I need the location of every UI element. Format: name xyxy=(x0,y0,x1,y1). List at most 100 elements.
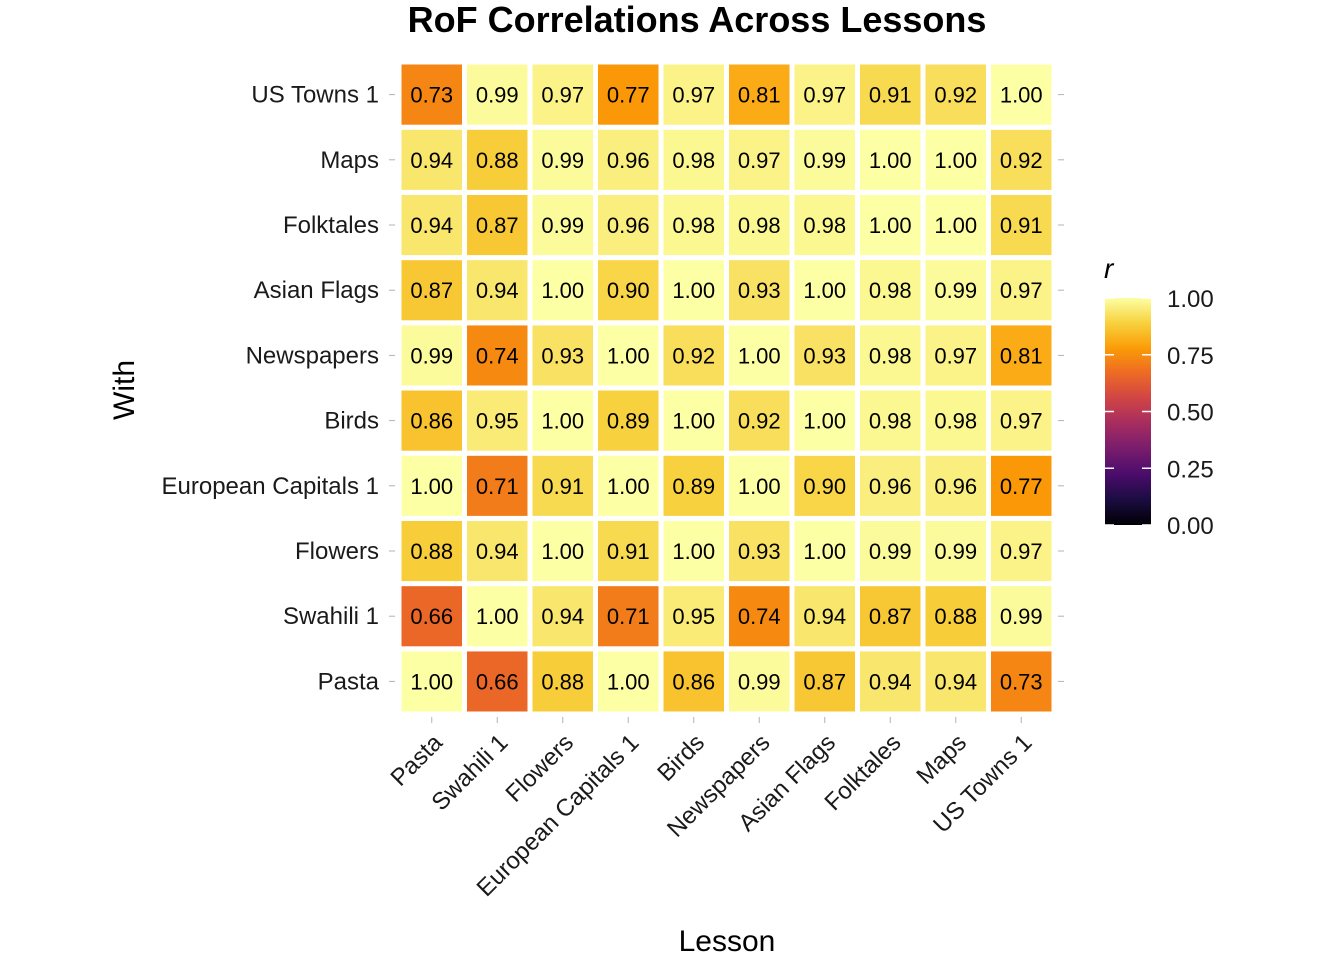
x-tick-label: Maps xyxy=(911,729,972,790)
cell-value-label: 0.95 xyxy=(476,409,519,434)
cell-value-label: 0.98 xyxy=(934,409,977,434)
cell-value-label: 0.91 xyxy=(607,539,650,564)
y-axis-title: With xyxy=(108,360,141,420)
heatmap-cell xyxy=(789,189,860,261)
cell-value-label: 0.97 xyxy=(934,343,977,368)
cell-value-label: 0.96 xyxy=(607,148,650,173)
cell-value-label: 1.00 xyxy=(803,409,846,434)
y-tick-label: Pasta xyxy=(318,668,380,695)
cell-value-label: 0.97 xyxy=(1000,409,1043,434)
cell-value-label: 0.89 xyxy=(672,474,715,499)
y-tick-label: US Towns 1 xyxy=(251,82,379,109)
heatmap-cell xyxy=(920,646,991,717)
cell-value-label: 0.92 xyxy=(672,343,715,368)
cell-value-label: 1.00 xyxy=(803,539,846,564)
cell-value-label: 1.00 xyxy=(410,669,453,694)
cell-value-label: 0.95 xyxy=(672,604,715,629)
heatmap-cell xyxy=(593,59,664,130)
y-axis-ticks: Pasta Swahili 1 Flowers European Capitals 1… xyxy=(162,82,1064,695)
cell-value-label: 0.94 xyxy=(803,604,846,629)
cell-value-label: 0.99 xyxy=(803,148,846,173)
heatmap-cell xyxy=(396,385,467,456)
y-tick-label: European Capitals 1 xyxy=(162,473,379,500)
y-tick-label: Flowers xyxy=(295,538,379,565)
cell-value-label: 0.93 xyxy=(738,278,781,303)
cell-value-label: 0.94 xyxy=(934,669,977,694)
heatmap-cells: 1.00 0.66 0.88 1.00 0.86 0.99 0.87 0.94 0.94 0.73… xyxy=(396,59,1057,717)
cell-value-label: 1.00 xyxy=(672,278,715,303)
heatmap-cell xyxy=(593,320,664,391)
cell-value-label: 0.87 xyxy=(869,604,912,629)
heatmap-cell xyxy=(396,124,467,195)
cell-value-label: 0.97 xyxy=(803,83,846,108)
cell-value-label: 0.71 xyxy=(607,604,650,629)
cell-value-label: 0.98 xyxy=(672,148,715,173)
cell-value-label: 0.93 xyxy=(803,343,846,368)
legend-tick-label: 1.00 xyxy=(1167,286,1214,313)
y-tick-label: Folktales xyxy=(283,212,379,239)
cell-value-label: 0.96 xyxy=(934,474,977,499)
cell-value-label: 1.00 xyxy=(672,539,715,564)
x-axis-title: Lesson xyxy=(679,925,776,958)
cell-value-label: 0.86 xyxy=(672,669,715,694)
cell-value-label: 0.96 xyxy=(869,474,912,499)
heatmap-cell xyxy=(986,320,1057,391)
cell-value-label: 1.00 xyxy=(738,474,781,499)
cell-value-label: 0.98 xyxy=(803,213,846,238)
cell-value-label: 0.94 xyxy=(476,278,519,303)
heatmap-cell xyxy=(724,255,795,326)
cell-value-label: 0.99 xyxy=(541,148,584,173)
y-tick-label: Birds xyxy=(324,408,379,435)
heatmap-cell xyxy=(855,59,926,130)
y-tick-label: Newspapers xyxy=(246,342,379,369)
cell-value-label: 1.00 xyxy=(738,343,781,368)
cell-value-label: 0.77 xyxy=(1000,474,1043,499)
cell-value-label: 0.92 xyxy=(934,83,977,108)
heatmap-cell xyxy=(789,59,860,130)
heatmap-cell xyxy=(986,385,1057,456)
cell-value-label: 0.73 xyxy=(410,83,453,108)
heatmap-cell xyxy=(986,255,1057,326)
cell-value-label: 0.97 xyxy=(1000,539,1043,564)
cell-value-label: 1.00 xyxy=(869,213,912,238)
chart-title: RoF Correlations Across Lessons xyxy=(408,0,987,40)
heatmap-cell xyxy=(986,581,1057,652)
legend-tick-label: 0.25 xyxy=(1167,456,1214,483)
heatmap-cell xyxy=(658,450,729,521)
cell-value-label: 1.00 xyxy=(803,278,846,303)
cell-value-label: 0.99 xyxy=(541,213,584,238)
legend-tick-label: 0.00 xyxy=(1167,513,1214,540)
legend-tick-label: 0.50 xyxy=(1167,400,1214,427)
cell-value-label: 1.00 xyxy=(607,474,650,499)
cell-value-label: 0.98 xyxy=(672,213,715,238)
cell-value-label: 0.74 xyxy=(738,604,781,629)
x-tick-label: Birds xyxy=(652,729,710,787)
cell-value-label: 0.99 xyxy=(410,343,453,368)
heatmap-cell xyxy=(658,189,729,261)
cell-value-label: 1.00 xyxy=(476,604,519,629)
cell-value-label: 0.88 xyxy=(410,539,453,564)
cell-value-label: 0.99 xyxy=(476,83,519,108)
cell-value-label: 0.93 xyxy=(738,539,781,564)
cell-value-label: 0.94 xyxy=(476,539,519,564)
heatmap-cell xyxy=(724,59,795,130)
color-legend: r 1.00 0.75 0.50 0.25 0.00 xyxy=(1104,253,1214,540)
cell-value-label: 0.92 xyxy=(1000,148,1043,173)
cell-value-label: 1.00 xyxy=(934,213,977,238)
heatmap-cell xyxy=(724,450,795,521)
cell-value-label: 0.98 xyxy=(869,278,912,303)
cell-value-label: 0.74 xyxy=(476,343,519,368)
cell-value-label: 0.92 xyxy=(738,409,781,434)
cell-value-label: 0.98 xyxy=(738,213,781,238)
cell-value-label: 0.77 xyxy=(607,83,650,108)
cell-value-label: 0.99 xyxy=(869,539,912,564)
cell-value-label: 0.88 xyxy=(541,669,584,694)
cell-value-label: 0.93 xyxy=(541,343,584,368)
cell-value-label: 0.88 xyxy=(476,148,519,173)
cell-value-label: 1.00 xyxy=(541,539,584,564)
cell-value-label: 0.87 xyxy=(803,669,846,694)
x-tick-label: Pasta xyxy=(386,729,449,792)
heatmap-cell xyxy=(986,59,1057,130)
cell-value-label: 0.98 xyxy=(869,409,912,434)
